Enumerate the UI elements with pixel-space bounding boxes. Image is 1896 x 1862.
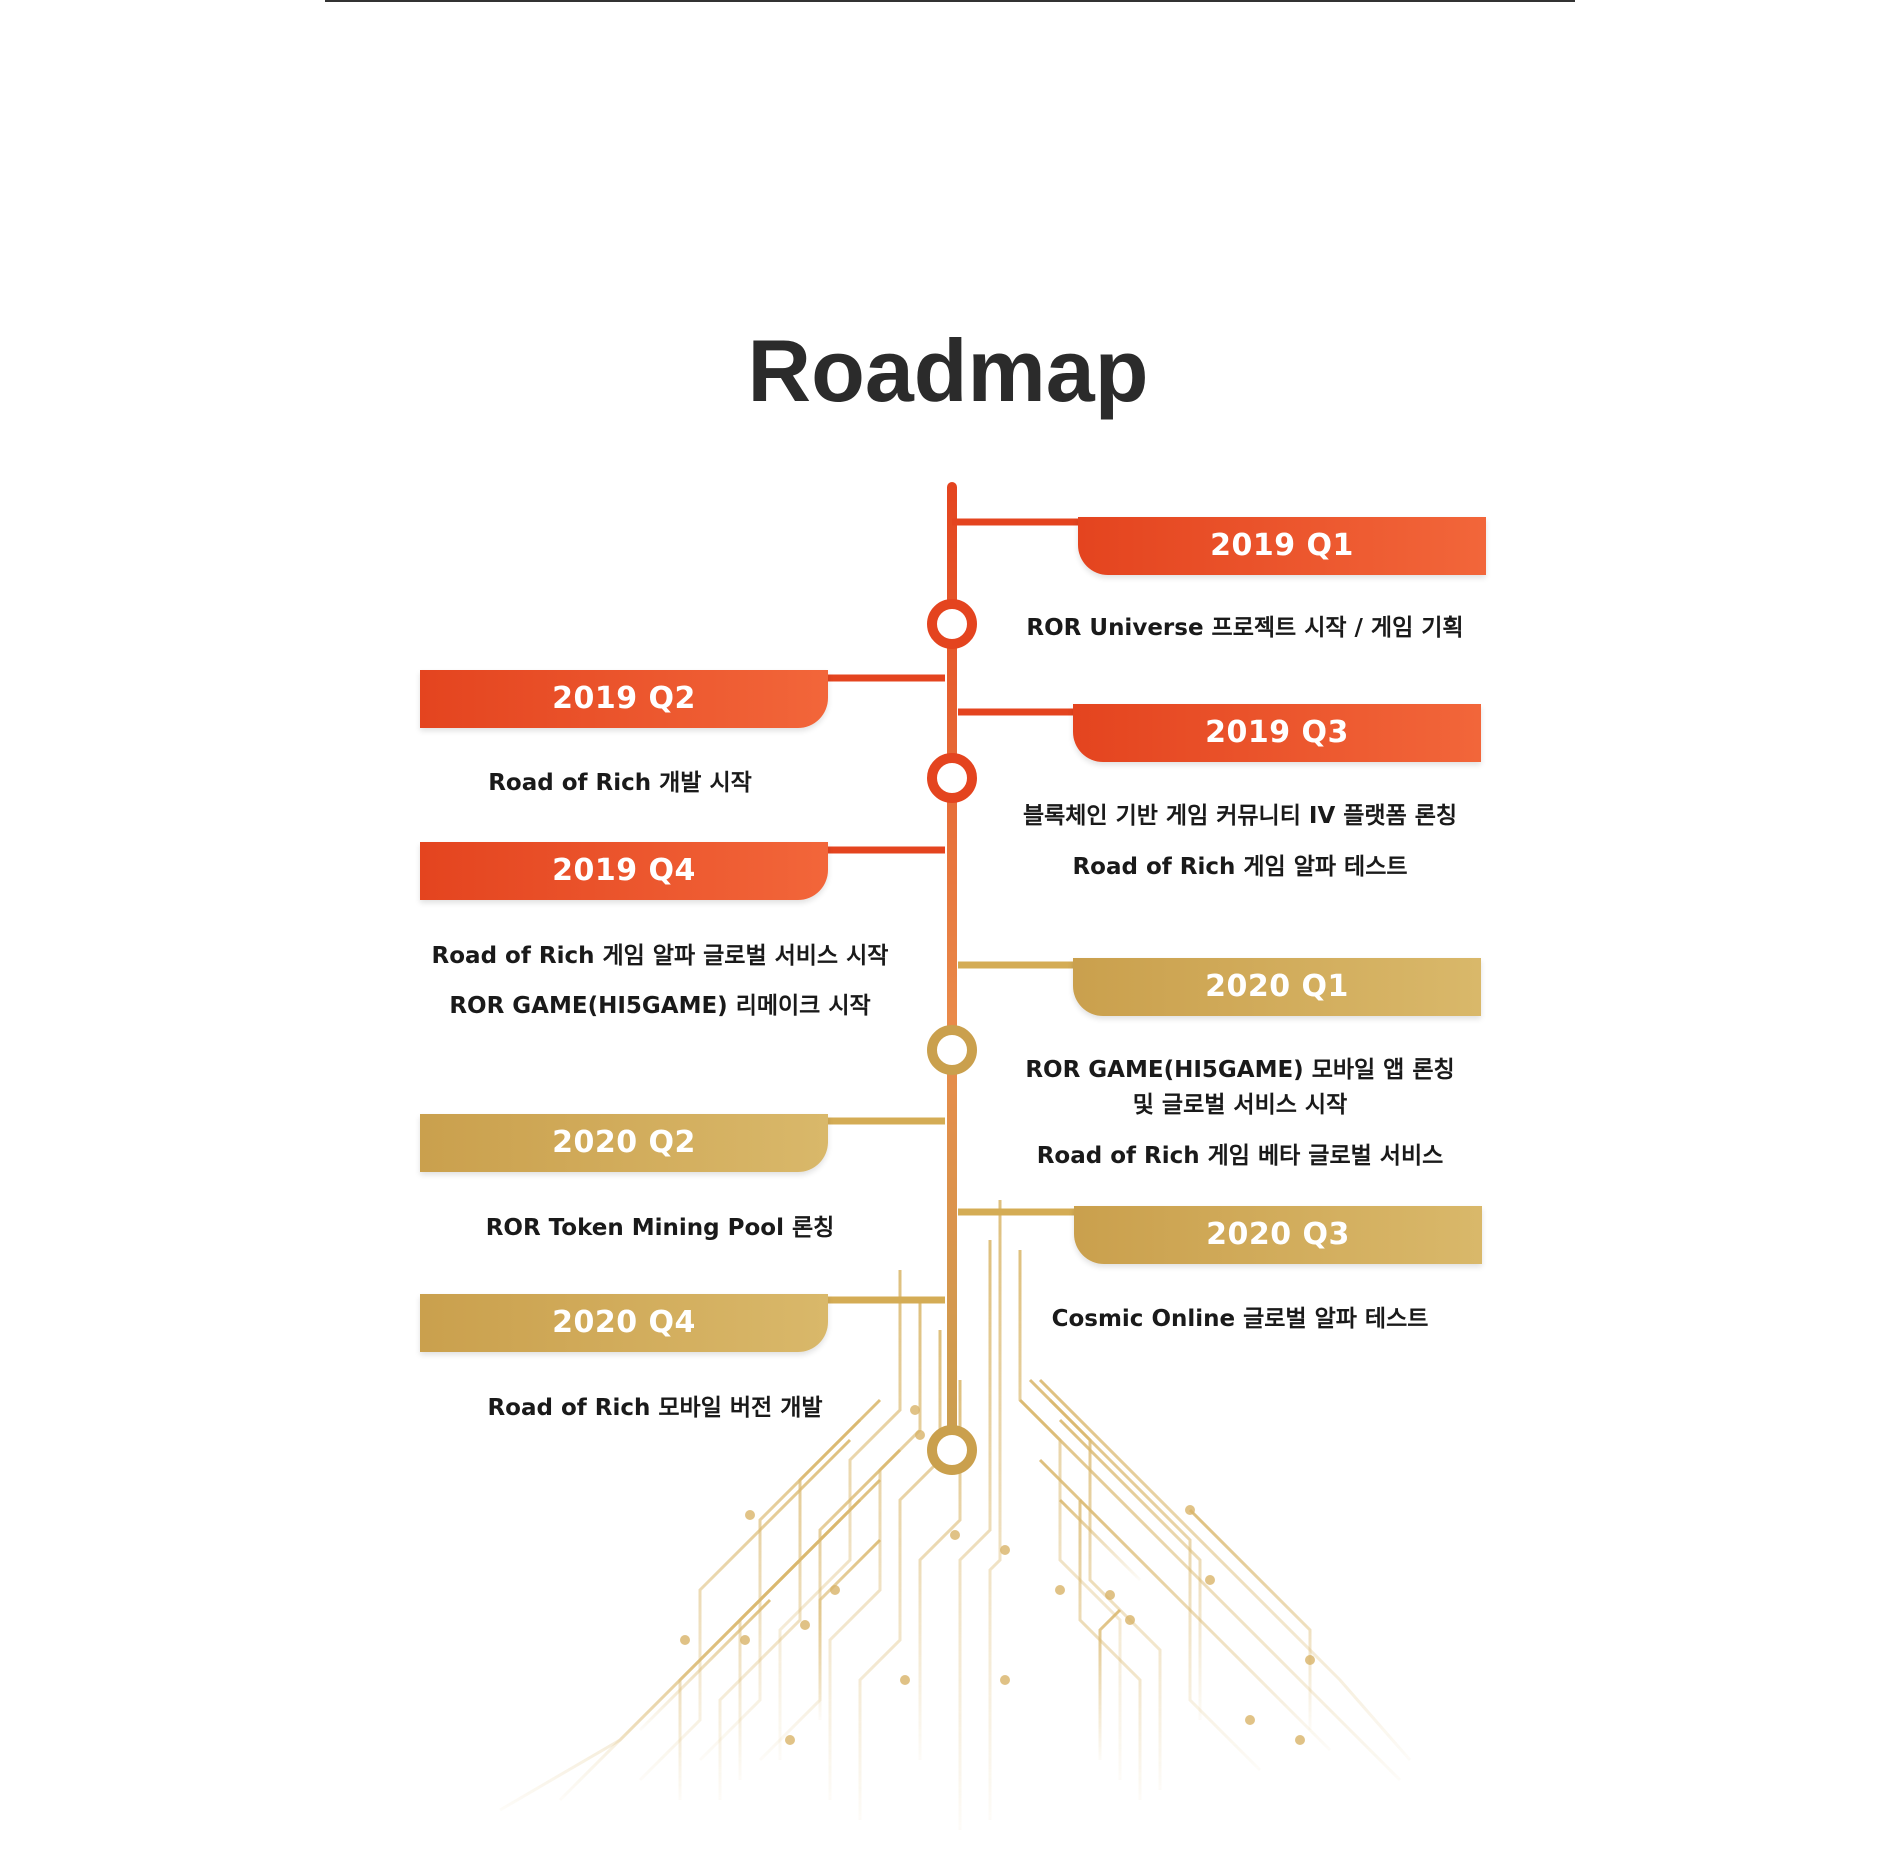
- milestone-text-2020-q3: Cosmic Online 글로벌 알파 테스트: [1051, 1306, 1429, 1332]
- milestone-text-2019-q3-b: Road of Rich 게임 알파 테스트: [1072, 854, 1408, 880]
- quarter-label-2019-q4: 2019 Q4: [420, 842, 828, 900]
- milestone-text-2020-q1-b: 및 글로벌 서비스 시작: [1132, 1092, 1348, 1118]
- milestone-text-2019-q1: ROR Universe 프로젝트 시작 / 게임 기획: [1026, 615, 1464, 641]
- timeline-trunk: [947, 482, 957, 1457]
- page-title: Roadmap: [747, 321, 1149, 420]
- milestone-text-2020-q4: Road of Rich 모바일 버전 개발: [487, 1395, 823, 1421]
- circuit-nodes: [680, 1405, 1315, 1745]
- milestone-text-2020-q2: ROR Token Mining Pool 론칭: [485, 1215, 835, 1241]
- top-divider: [325, 0, 1575, 2]
- quarter-label-2019-q3: 2019 Q3: [1073, 704, 1481, 762]
- quarter-label-2019-q2: 2019 Q2: [420, 670, 828, 728]
- quarter-label-2020-q4: 2020 Q4: [420, 1294, 828, 1352]
- timeline-connectors: [825, 518, 1080, 1304]
- milestone-text-2020-q1-c: Road of Rich 게임 베타 글로벌 서비스: [1036, 1143, 1444, 1169]
- milestone-text-2019-q4-b: ROR GAME(HI5GAME) 리메이크 시작: [449, 993, 871, 1019]
- quarter-label-2019-q1: 2019 Q1: [1078, 517, 1486, 575]
- quarter-label-2020-q3: 2020 Q3: [1074, 1206, 1482, 1264]
- timeline-nodes: [927, 599, 977, 1475]
- quarter-label-2020-q2: 2020 Q2: [420, 1114, 828, 1172]
- quarter-label-2020-q1: 2020 Q1: [1073, 958, 1481, 1016]
- milestone-text-2020-q1-a: ROR GAME(HI5GAME) 모바일 앱 론칭: [1025, 1057, 1455, 1083]
- milestone-text-2019-q2: Road of Rich 개발 시작: [488, 770, 752, 796]
- milestone-text-2019-q3-a: 블록체인 기반 게임 커뮤니티 IV 플랫폼 론칭: [1022, 803, 1458, 829]
- milestone-text-2019-q4-a: Road of Rich 게임 알파 글로벌 서비스 시작: [431, 943, 889, 969]
